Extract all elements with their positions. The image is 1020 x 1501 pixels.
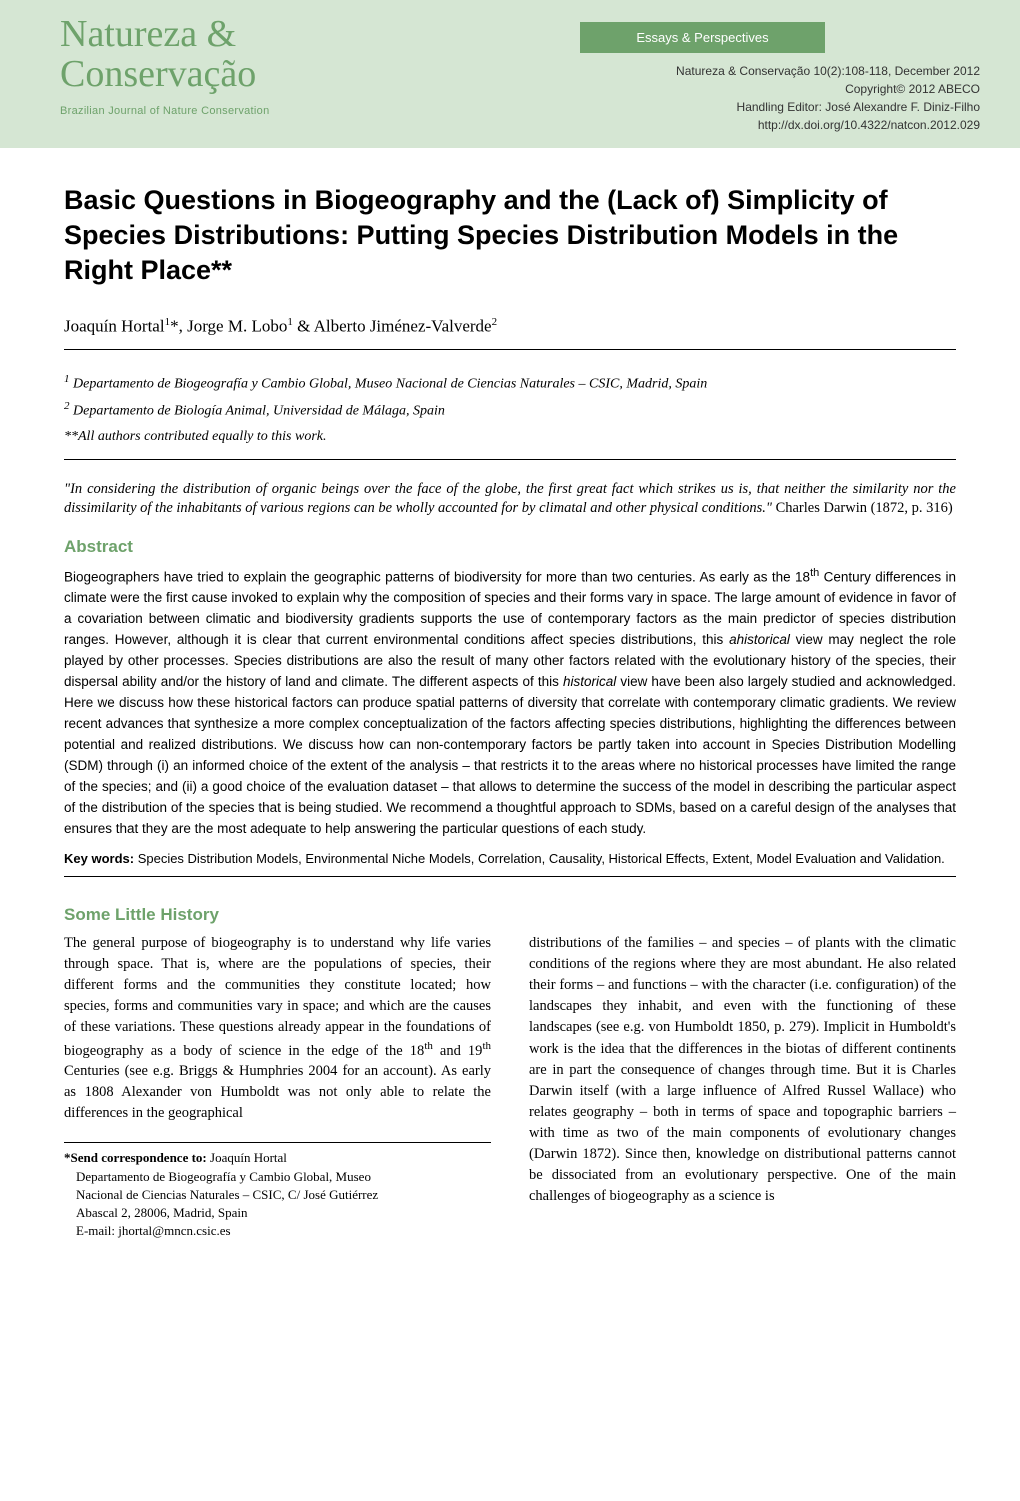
article-title: Basic Questions in Biogeography and the …	[64, 183, 956, 288]
footnote-label: *Send correspondence to:	[64, 1150, 210, 1165]
author-2: Jorge M. Lobo	[187, 317, 287, 336]
col1-th1: th	[424, 1040, 433, 1052]
doi-link[interactable]: http://dx.doi.org/10.4322/natcon.2012.02…	[676, 116, 980, 134]
author-3: Alberto Jiménez-Valverde	[314, 317, 492, 336]
article-content: Basic Questions in Biogeography and the …	[0, 148, 1020, 1280]
copyright: Copyright© 2012 ABECO	[676, 80, 980, 98]
abstract-part1: Biogeographers have tried to explain the…	[64, 569, 810, 584]
affiliation-2: 2 Departamento de Biología Animal, Unive…	[64, 397, 956, 424]
keywords-list: Species Distribution Models, Environment…	[138, 851, 945, 866]
column-left: The general purpose of biogeography is t…	[64, 933, 491, 1240]
category-label: Essays & Perspectives	[580, 22, 825, 53]
col1-text-b: and 19	[433, 1042, 483, 1058]
body-paragraph-left: The general purpose of biogeography is t…	[64, 933, 491, 1124]
authors-line: Joaquín Hortal1*, Jorge M. Lobo1 & Alber…	[64, 316, 956, 350]
affil2-text: Departamento de Biología Animal, Univers…	[70, 403, 445, 418]
footnote-email: E-mail: jhortal@mncn.csic.es	[64, 1222, 491, 1240]
affiliation-1: 1 Departamento de Biogeografía y Cambio …	[64, 370, 956, 397]
abstract-historical: historical	[563, 674, 616, 689]
affil1-text: Departamento de Biogeografía y Cambio Gl…	[70, 377, 708, 392]
journal-title-line1: Natureza &	[60, 15, 270, 55]
handling-editor: Handling Editor: José Alexandre F. Diniz…	[676, 98, 980, 116]
abstract-part4: view have been also largely studied and …	[64, 674, 956, 835]
citation: Natureza & Conservação 10(2):108-118, De…	[676, 62, 980, 80]
author-3-affil: 2	[492, 316, 498, 328]
contribution-note: **All authors contributed equally to thi…	[64, 424, 956, 449]
keywords-label: Key words:	[64, 851, 138, 866]
author-1-corresp: *	[170, 317, 179, 336]
publication-info: Natureza & Conservação 10(2):108-118, De…	[676, 62, 980, 134]
correspondence-footnote: *Send correspondence to: Joaquín Hortal …	[64, 1142, 491, 1240]
affiliations: 1 Departamento de Biogeografía y Cambio …	[64, 370, 956, 460]
footnote-name: Joaquín Hortal	[210, 1150, 287, 1165]
abstract-text: Biogeographers have tried to explain the…	[64, 565, 956, 839]
section-heading-history: Some Little History	[64, 905, 956, 925]
abstract-heading: Abstract	[64, 537, 956, 557]
journal-title-line2: Conservação	[60, 55, 270, 95]
footnote-address-1: Departamento de Biogeografía y Cambio Gl…	[64, 1168, 491, 1186]
abstract-th: th	[810, 567, 819, 579]
body-paragraph-right: distributions of the families – and spec…	[529, 933, 956, 1206]
keywords: Key words: Species Distribution Models, …	[64, 851, 956, 877]
author-2-affil: 1	[287, 316, 293, 328]
col1-th2: th	[482, 1040, 491, 1052]
column-right: distributions of the families – and spec…	[529, 933, 956, 1240]
epigraph-quote: "In considering the distribution of orga…	[64, 480, 956, 519]
header-banner: Essays & Perspectives Natureza & Conserv…	[0, 0, 1020, 148]
author-1: Joaquín Hortal	[64, 317, 165, 336]
journal-subtitle: Brazilian Journal of Nature Conservation	[60, 105, 270, 117]
quote-attribution: Charles Darwin (1872, p. 316)	[772, 500, 953, 516]
footnote-address-3: Abascal 2, 28006, Madrid, Spain	[64, 1204, 491, 1222]
col1-text-c: Centuries (see e.g. Briggs & Humphries 2…	[64, 1063, 491, 1121]
abstract-ahistorical: ahistorical	[729, 632, 790, 647]
journal-logo: Natureza & Conservação Brazilian Journal…	[60, 15, 270, 117]
footnote-address-2: Nacional de Ciencias Naturales – CSIC, C…	[64, 1186, 491, 1204]
two-column-layout: The general purpose of biogeography is t…	[64, 933, 956, 1240]
